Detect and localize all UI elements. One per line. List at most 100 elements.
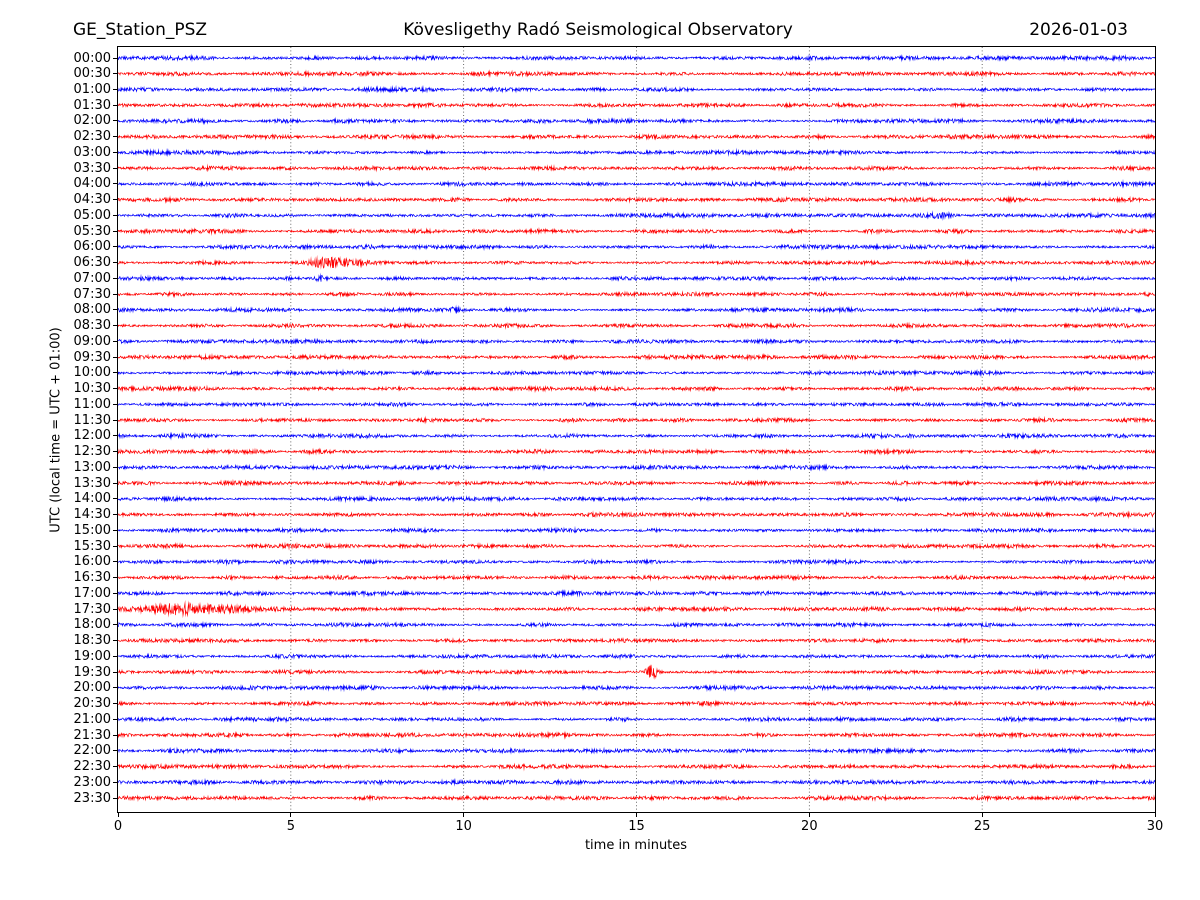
y-tick-mark: [113, 199, 117, 201]
y-tick-label: 04:30: [73, 192, 111, 208]
y-tick-label: 18:00: [73, 617, 111, 633]
y-tick-mark: [113, 262, 117, 264]
y-tick-label: 19:30: [73, 664, 111, 680]
y-tick-label: 23:00: [73, 774, 111, 790]
y-tick-label: 13:30: [73, 475, 111, 491]
y-tick-mark: [113, 325, 117, 327]
y-tick-label: 21:00: [73, 711, 111, 727]
y-tick-mark: [113, 545, 117, 547]
y-tick-mark: [113, 167, 117, 169]
x-tick-label: 30: [1146, 819, 1164, 834]
observatory-title: Kövesligethy Radó Seismological Observat…: [403, 20, 793, 40]
y-tick-label: 05:00: [73, 207, 111, 223]
y-axis-label: UTC (local time = UTC + 01:00): [48, 327, 64, 533]
y-tick-mark: [113, 671, 117, 673]
y-tick-mark: [113, 372, 117, 374]
x-tick-label: 0: [113, 819, 123, 834]
y-tick-label: 23:30: [73, 790, 111, 806]
y-tick-mark: [113, 403, 117, 405]
y-tick-mark: [113, 766, 117, 767]
y-tick-mark: [113, 293, 117, 295]
x-tick-label: 10: [455, 819, 472, 834]
y-tick-mark: [113, 388, 117, 390]
plot-area: [117, 46, 1156, 813]
y-tick-mark: [113, 435, 117, 437]
y-tick-label: 17:00: [73, 585, 111, 601]
y-tick-mark: [113, 57, 117, 59]
x-tick-mark: [1154, 813, 1156, 817]
y-tick-label: 01:30: [73, 97, 111, 113]
y-tick-label: 02:00: [73, 113, 111, 129]
y-tick-mark: [113, 136, 117, 138]
y-tick-label: 11:00: [73, 396, 111, 412]
y-tick-label: 04:00: [73, 176, 111, 192]
y-tick-mark: [113, 498, 117, 500]
y-tick-label: 03:30: [73, 160, 111, 176]
y-tick-label: 15:30: [73, 538, 111, 554]
x-tick-label: 25: [973, 819, 991, 834]
y-tick-label: 16:30: [73, 570, 111, 586]
y-tick-label: 08:00: [73, 302, 111, 318]
x-tick-label: 15: [628, 819, 645, 834]
y-tick-mark: [113, 577, 117, 579]
y-tick-mark: [113, 466, 117, 468]
y-tick-mark: [113, 750, 117, 752]
y-tick-mark: [113, 183, 117, 185]
y-tick-mark: [113, 88, 117, 90]
y-tick-label: 11:30: [73, 412, 111, 428]
y-tick-label: 01:00: [73, 81, 111, 97]
y-tick-mark: [113, 230, 117, 232]
y-tick-mark: [113, 655, 117, 657]
y-tick-mark: [113, 529, 117, 531]
y-tick-label: 22:00: [73, 743, 111, 759]
y-tick-mark: [113, 561, 117, 563]
y-tick-label: 09:00: [73, 333, 111, 349]
x-tick-mark: [290, 813, 292, 817]
y-tick-label: 16:00: [73, 554, 111, 570]
y-tick-mark: [113, 419, 117, 421]
y-tick-label: 03:00: [73, 144, 111, 160]
y-tick-label: 12:30: [73, 444, 111, 460]
y-tick-label: 20:30: [73, 696, 111, 712]
y-tick-label: 08:30: [73, 318, 111, 334]
y-tick-label: 20:00: [73, 680, 111, 696]
x-tick-mark: [808, 813, 810, 817]
y-tick-label: 07:00: [73, 270, 111, 286]
y-tick-mark: [113, 277, 117, 279]
y-tick-label: 10:30: [73, 381, 111, 397]
y-tick-mark: [113, 703, 117, 705]
y-tick-label: 14:00: [73, 491, 111, 507]
y-tick-label: 14:30: [73, 507, 111, 523]
y-tick-label: 06:00: [73, 239, 111, 255]
y-tick-mark: [113, 718, 117, 720]
y-tick-mark: [113, 482, 117, 484]
y-tick-label: 17:30: [73, 601, 111, 617]
seismogram-trace-canvas: [118, 47, 1155, 812]
y-tick-mark: [113, 514, 117, 516]
y-tick-label: 05:30: [73, 223, 111, 239]
y-tick-mark: [113, 151, 117, 153]
x-tick-label: 20: [801, 819, 818, 834]
y-tick-label: 07:30: [73, 286, 111, 302]
x-tick-mark: [117, 813, 119, 817]
y-tick-mark: [113, 246, 117, 248]
x-tick-label: 5: [286, 819, 295, 834]
date-label: 2026-01-03: [1029, 20, 1128, 40]
y-tick-mark: [113, 734, 117, 736]
y-tick-mark: [113, 592, 117, 594]
station-label: GE_Station_PSZ: [73, 20, 208, 40]
y-tick-label: 13:00: [73, 459, 111, 475]
y-tick-label: 09:30: [73, 349, 111, 365]
y-tick-mark: [113, 73, 117, 75]
y-tick-label: 22:30: [73, 759, 111, 774]
y-tick-mark: [113, 687, 117, 689]
y-tick-mark: [113, 340, 117, 342]
y-tick-mark: [113, 797, 117, 799]
x-axis-label: time in minutes: [584, 838, 688, 853]
y-tick-label: 19:00: [73, 648, 111, 664]
x-tick-mark: [981, 813, 983, 817]
y-tick-label: 00:30: [73, 66, 111, 82]
x-tick-mark: [463, 813, 465, 817]
y-tick-mark: [113, 104, 117, 106]
